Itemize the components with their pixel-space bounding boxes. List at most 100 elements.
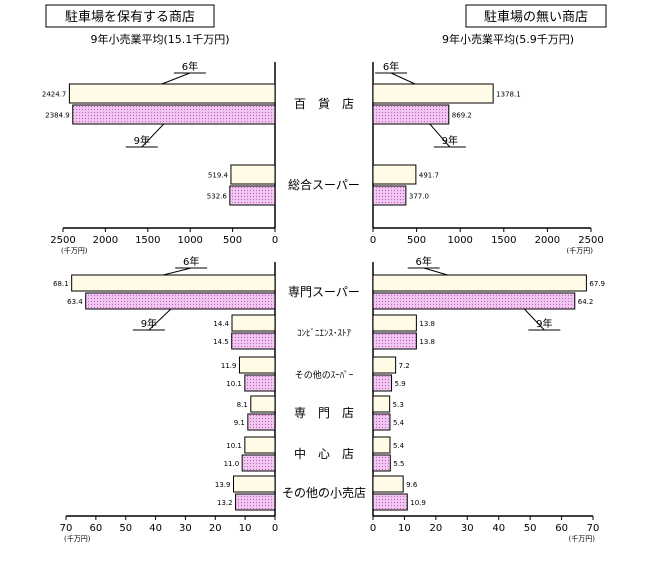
upper-right-tick-label: 2500 bbox=[578, 235, 603, 246]
lower-left-data-label: 13.2 bbox=[217, 499, 233, 507]
upper-right-callout-line-6nen bbox=[390, 72, 416, 85]
lower-right-bar-9nen bbox=[372, 413, 391, 431]
upper-right-series-name-9nen: 9年 bbox=[442, 134, 458, 147]
lower-right-bar-9nen bbox=[372, 493, 408, 511]
category-label: ｺﾝﾋﾞﾆｴﾝｽ･ｽﾄｱ bbox=[297, 328, 352, 339]
lower-right-bar-9nen bbox=[372, 374, 393, 392]
upper-right-bar-6nen bbox=[372, 164, 417, 185]
lower-right-tick-label: 40 bbox=[492, 523, 505, 534]
lower-right-callout-line-6nen bbox=[423, 267, 448, 276]
lower-left-data-label: 14.5 bbox=[213, 338, 229, 346]
lower-left-data-label: 11.9 bbox=[221, 362, 237, 370]
upper-left-data-label: 2384.9 bbox=[45, 112, 70, 120]
lower-left-bar-9nen bbox=[247, 413, 276, 431]
upper-left-tick-label: 1000 bbox=[177, 235, 202, 246]
lower-right-data-label: 64.2 bbox=[578, 298, 594, 306]
upper-right-tick-label: 1500 bbox=[491, 235, 516, 246]
category-label: 中 心 店 bbox=[294, 446, 354, 461]
upper-left-bar-9nen bbox=[229, 185, 276, 206]
lower-right-series-name-6nen: 6年 bbox=[416, 255, 432, 268]
upper-right-data-label: 491.7 bbox=[419, 172, 439, 180]
lower-left-bar-9nen bbox=[244, 374, 276, 392]
lower-left-tick-label: 40 bbox=[149, 523, 162, 534]
lower-left-data-label: 11.0 bbox=[224, 460, 240, 468]
upper-left-tick-label: 1500 bbox=[135, 235, 160, 246]
lower-right-data-label: 5.5 bbox=[393, 460, 404, 468]
lower-left-bar-9nen bbox=[85, 292, 276, 310]
upper-right-tick-label: 500 bbox=[407, 235, 426, 246]
charts-group: 2500 2000 1500 1000 500 0(千万円)2424.72384.9519… bbox=[42, 60, 605, 543]
lower-left-bar-6nen bbox=[231, 314, 276, 332]
lower-right-data-label: 5.4 bbox=[393, 442, 405, 450]
category-label: 総合スーパー bbox=[288, 177, 360, 192]
upper-left-bar-9nen bbox=[72, 104, 276, 125]
lower-right-bar-6nen bbox=[372, 356, 397, 374]
lower-left-bar-9nen bbox=[231, 332, 276, 350]
right-subtitle: 9年小売業平均(5.9千万円) bbox=[442, 32, 574, 46]
upper-right-bar-9nen bbox=[372, 185, 407, 206]
lower-right-data-label: 9.6 bbox=[406, 481, 418, 489]
lower-left-tick-label: 70 bbox=[60, 523, 73, 534]
lower-left-bar-9nen bbox=[235, 493, 276, 511]
lower-right-tick-label: 50 bbox=[524, 523, 537, 534]
lower-left-data-label: 13.9 bbox=[215, 481, 231, 489]
lower-left-bar-6nen bbox=[244, 436, 276, 454]
upper-left-tick-label: 2000 bbox=[93, 235, 118, 246]
lower-right-callout-line-9nen bbox=[523, 308, 545, 331]
left-subtitle: 9年小売業平均(15.1千万円) bbox=[90, 32, 229, 46]
lower-left-series-name-6nen: 6年 bbox=[183, 255, 199, 268]
category-label: その他のｽｰﾊﾟｰ bbox=[295, 369, 354, 381]
lower-right-data-label: 5.3 bbox=[393, 401, 404, 409]
upper-right-data-label: 869.2 bbox=[452, 112, 472, 120]
lower-right-tick-label: 70 bbox=[587, 523, 600, 534]
lower-left-tick-label: 0 bbox=[272, 523, 278, 534]
upper-left-tick-label: 0 bbox=[272, 235, 278, 246]
lower-right-data-label: 7.2 bbox=[399, 362, 410, 370]
lower-left-tick-label: 60 bbox=[89, 523, 102, 534]
lower-left-bar-9nen bbox=[241, 454, 276, 472]
lower-right-data-label: 67.9 bbox=[589, 280, 605, 288]
category-label: その他の小売店 bbox=[282, 485, 366, 500]
lower-right-data-label: 13.8 bbox=[419, 338, 435, 346]
lower-right-data-label: 10.9 bbox=[410, 499, 426, 507]
lower-right-tick-label: 20 bbox=[429, 523, 442, 534]
lower-left-data-label: 8.1 bbox=[237, 401, 248, 409]
lower-right-bar-6nen bbox=[372, 395, 391, 413]
upper-left-data-label: 2424.7 bbox=[42, 91, 67, 99]
lower-left-bar-6nen bbox=[250, 395, 276, 413]
lower-left-callout-line-6nen bbox=[163, 267, 192, 276]
upper-right-tick-label: 1000 bbox=[447, 235, 472, 246]
lower-left-data-label: 9.1 bbox=[234, 419, 245, 427]
lower-left-data-label: 68.1 bbox=[53, 280, 69, 288]
right-title-box: 駐車場の無い商店 bbox=[465, 4, 607, 28]
lower-right-bar-9nen bbox=[372, 292, 576, 310]
lower-right-bar-6nen bbox=[372, 475, 404, 493]
lower-left-bar-6nen bbox=[71, 274, 276, 292]
lower-right-data-label: 5.4 bbox=[393, 419, 405, 427]
lower-left-unit-label: (千万円) bbox=[64, 534, 91, 543]
left-title-box: 駐車場を保有する商店 bbox=[45, 4, 215, 28]
lower-right-data-label: 5.9 bbox=[395, 380, 406, 388]
upper-left-tick-label: 2500 bbox=[50, 235, 75, 246]
upper-left-unit-label: (千万円) bbox=[61, 246, 88, 255]
category-label: 専門スーパー bbox=[288, 285, 360, 299]
lower-right-data-label: 13.8 bbox=[419, 320, 435, 328]
right-title: 駐車場の無い商店 bbox=[484, 10, 588, 25]
lower-left-tick-label: 10 bbox=[239, 523, 252, 534]
lower-left-callout-line-9nen bbox=[148, 308, 172, 331]
lower-left-bar-6nen bbox=[232, 475, 276, 493]
upper-left-bar-6nen bbox=[68, 83, 276, 104]
upper-right-data-label: 377.0 bbox=[409, 193, 429, 201]
lower-right-series-name-9nen: 9年 bbox=[536, 317, 552, 330]
lower-right-bar-6nen bbox=[372, 314, 417, 332]
upper-right-bar-6nen bbox=[372, 83, 494, 104]
left-title: 駐車場を保有する商店 bbox=[65, 10, 195, 25]
category-label: 専 門 店 bbox=[294, 406, 354, 420]
upper-left-tick-label: 500 bbox=[223, 235, 242, 246]
upper-right-series-name-6nen: 6年 bbox=[383, 60, 399, 73]
lower-right-tick-label: 0 bbox=[370, 523, 376, 534]
category-label: 百 貨 店 bbox=[294, 96, 354, 111]
lower-left-data-label: 63.4 bbox=[67, 298, 83, 306]
